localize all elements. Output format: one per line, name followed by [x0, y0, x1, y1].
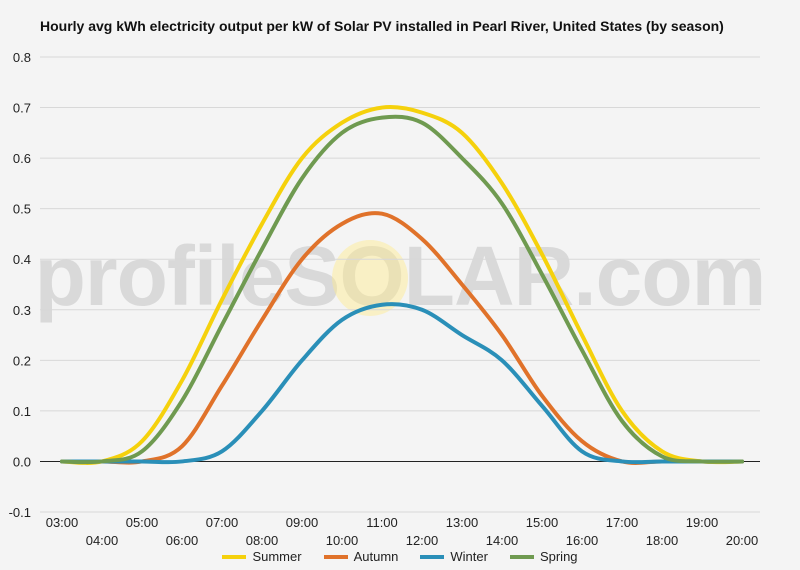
legend-item-autumn: Autumn [323, 549, 399, 564]
y-tick-label: 0.2 [13, 353, 31, 368]
legend-swatch [222, 554, 247, 559]
legend-label: Autumn [353, 549, 399, 564]
y-tick-label: 0.4 [13, 252, 31, 267]
x-tick-label: 10:00 [326, 533, 359, 548]
y-tick-label: 0.6 [13, 151, 31, 166]
x-tick-label: 13:00 [446, 515, 479, 530]
y-tick-label: -0.1 [9, 505, 31, 520]
y-tick-label: 0.8 [13, 50, 31, 65]
x-tick-label: 15:00 [526, 515, 559, 530]
x-tick-label: 06:00 [166, 533, 199, 548]
x-tick-label: 16:00 [566, 533, 599, 548]
chart-legend: Summer Autumn Winter Spring [0, 549, 800, 564]
y-tick-label: 0.1 [13, 404, 31, 419]
watermark-text: profileSOLAR.com [34, 229, 767, 323]
legend-swatch [509, 554, 534, 559]
legend-swatch [323, 554, 348, 559]
legend-label: Winter [450, 549, 488, 564]
x-tick-label: 04:00 [86, 533, 119, 548]
x-tick-label: 11:00 [366, 515, 398, 530]
legend-item-spring: Spring [509, 549, 578, 564]
legend-swatch [420, 554, 445, 559]
x-tick-label: 17:00 [606, 515, 639, 530]
x-tick-label: 08:00 [246, 533, 279, 548]
x-tick-label: 14:00 [486, 533, 519, 548]
x-tick-label: 20:00 [726, 533, 759, 548]
y-tick-label: 0.3 [13, 303, 31, 318]
legend-label: Spring [539, 549, 578, 564]
x-tick-label: 12:00 [406, 533, 439, 548]
x-tick-label: 03:00 [46, 515, 79, 530]
series-line-spring [60, 114, 744, 465]
x-tick-label: 18:00 [646, 533, 679, 548]
x-tick-label: 05:00 [126, 515, 159, 530]
x-tick-label: 19:00 [686, 515, 719, 530]
x-tick-label: 07:00 [206, 515, 239, 530]
y-tick-label: 0.5 [13, 202, 31, 217]
y-tick-label: 0.0 [13, 454, 31, 469]
x-tick-label: 09:00 [286, 515, 319, 530]
legend-item-winter: Winter [420, 549, 488, 564]
series-line-summer [60, 105, 744, 465]
legend-item-summer: Summer [222, 549, 302, 564]
series-line-winter [60, 302, 744, 465]
chart-title: Hourly avg kWh electricity output per kW… [40, 18, 724, 34]
legend-label: Summer [252, 549, 302, 564]
y-tick-label: 0.7 [13, 101, 31, 116]
